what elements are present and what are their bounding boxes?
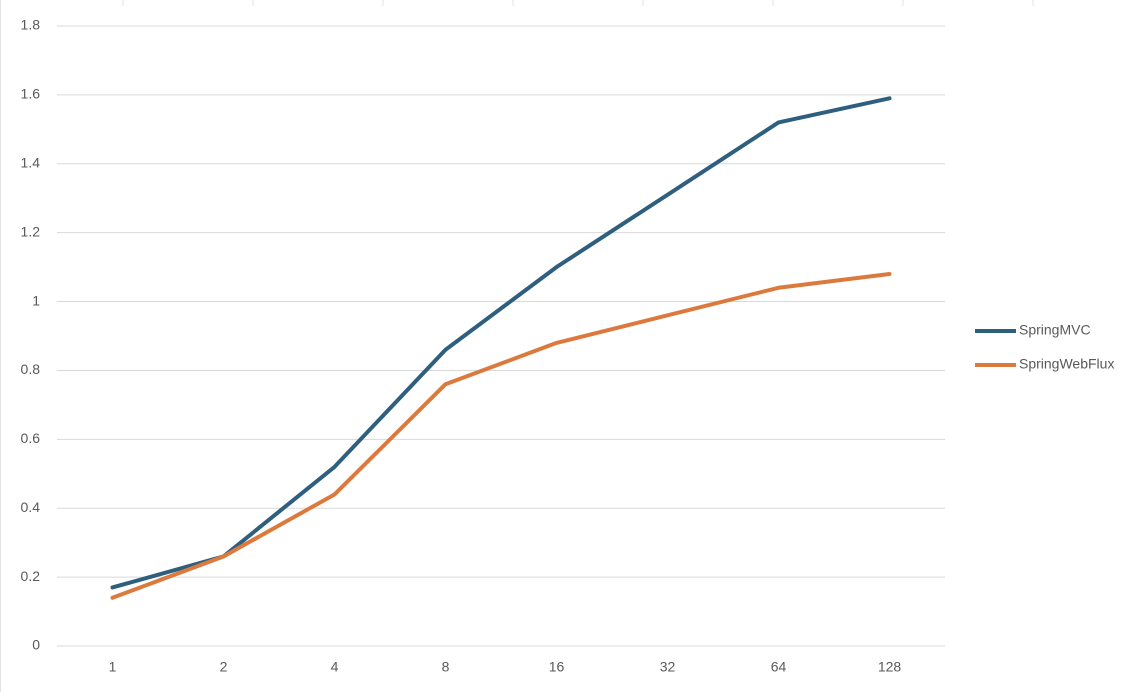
- x-tick-label: 8: [442, 659, 450, 675]
- y-tick-label: 0.2: [21, 568, 41, 584]
- x-tick-label: 64: [771, 659, 787, 675]
- series-line: [110, 272, 892, 600]
- y-tick-label: 1.4: [21, 154, 41, 170]
- legend-label: SpringMVC: [1019, 322, 1091, 338]
- y-tick-label: 0.6: [21, 430, 41, 446]
- x-tick-label: 32: [660, 659, 676, 675]
- x-tick-label: 16: [549, 659, 565, 675]
- x-tick-label: 1: [109, 659, 117, 675]
- sheet-grid: [0, 0, 1034, 692]
- y-tick-label: 1.8: [21, 17, 41, 33]
- y-tick-label: 1: [32, 292, 40, 308]
- y-tick-label: 1.6: [21, 86, 41, 102]
- y-tick-label: 0: [32, 637, 40, 653]
- x-tick-label: 4: [331, 659, 339, 675]
- series-line: [110, 96, 892, 590]
- y-tick-label: 1.2: [21, 223, 41, 239]
- y-tick-label: 0.4: [21, 499, 41, 515]
- legend-label: SpringWebFlux: [1019, 356, 1114, 372]
- x-tick-label: 128: [878, 659, 902, 675]
- y-tick-label: 0.8: [21, 361, 41, 377]
- x-tick-label: 2: [220, 659, 228, 675]
